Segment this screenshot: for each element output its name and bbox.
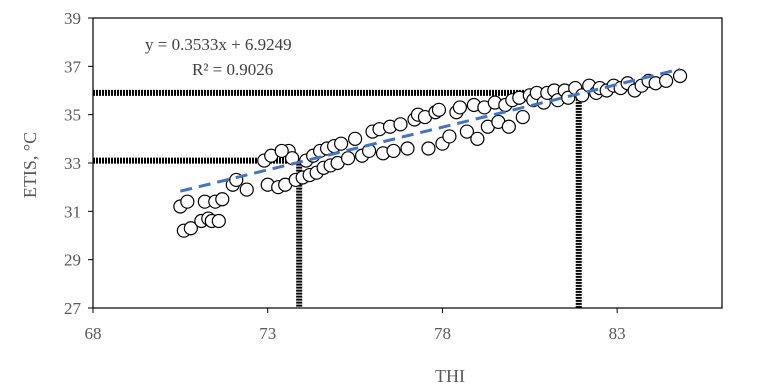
data-point: [393, 117, 408, 132]
data-point: [347, 131, 363, 146]
x-tick-label: 68: [85, 324, 102, 343]
y-tick-label: 37: [64, 57, 82, 76]
data-point: [239, 182, 254, 197]
data-point: [183, 221, 198, 236]
data-point: [180, 194, 195, 209]
data-point: [386, 143, 401, 159]
trendline-group: [180, 67, 681, 193]
y-tick-label: 31: [64, 202, 81, 221]
data-point: [442, 129, 457, 144]
x-tick-label: 78: [434, 324, 451, 343]
y-tick-label: 35: [64, 106, 81, 125]
trendline: [180, 67, 681, 193]
x-axis-title: THI: [435, 366, 465, 386]
y-tick-label: 39: [64, 9, 81, 28]
data-point: [459, 124, 475, 139]
data-point: [452, 100, 468, 115]
data-point: [672, 68, 688, 84]
data-point: [334, 136, 349, 151]
data-point: [515, 109, 530, 125]
data-point: [658, 73, 674, 88]
r-squared-label: R² = 0.9026: [192, 60, 273, 79]
data-point: [501, 119, 516, 134]
axis-ticks: 68 73 78 83 27 29 31 33 35 37 39: [64, 9, 626, 343]
y-tick-label: 29: [64, 251, 81, 270]
y-tick-label: 33: [64, 154, 81, 173]
data-point: [211, 213, 226, 229]
x-tick-label: 83: [609, 324, 626, 343]
data-points: [173, 68, 688, 238]
y-axis-title: ETIS, °C: [20, 132, 40, 198]
data-point: [470, 131, 485, 146]
x-tick-label: 73: [259, 324, 276, 343]
data-point: [400, 141, 415, 156]
data-point: [421, 141, 436, 156]
data-point: [340, 151, 356, 166]
data-point: [431, 102, 447, 117]
data-point: [215, 192, 230, 207]
trendline-equation: y = 0.3533x + 6.9249: [145, 35, 292, 54]
y-tick-label: 27: [64, 299, 82, 318]
data-point: [274, 143, 289, 159]
